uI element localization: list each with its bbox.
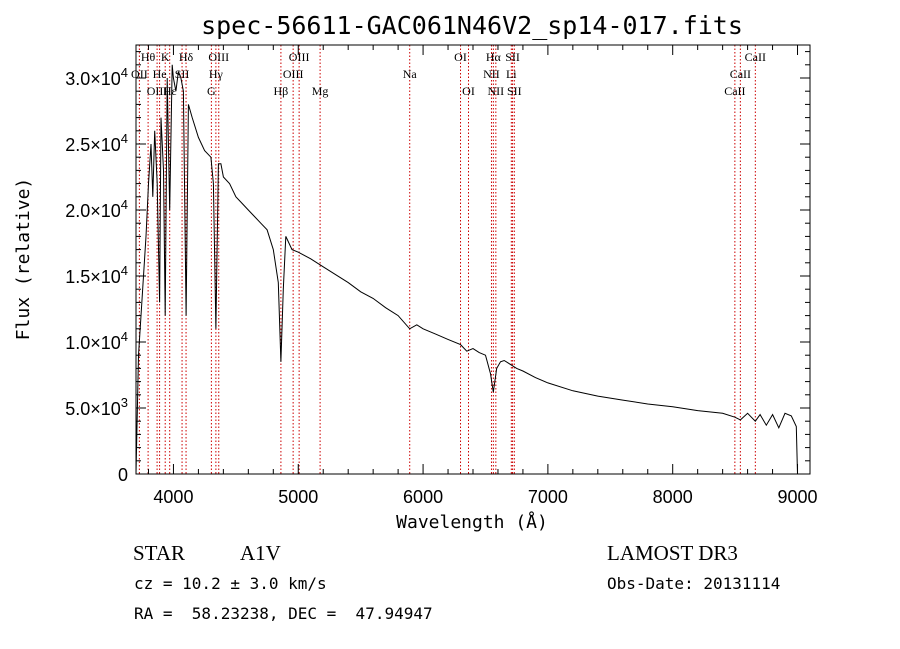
y-tick-label: 1.5×104 xyxy=(65,263,128,287)
survey-name: LAMOST DR3 xyxy=(607,541,738,565)
spectral-line-label: He xyxy=(153,67,167,81)
spectral-line-label: OI xyxy=(454,50,467,64)
spectral-line-label: NII xyxy=(483,67,500,81)
x-tick-label: 4000 xyxy=(153,487,193,507)
spectral-line-label: SII xyxy=(505,50,520,64)
spectral-line-label: Hβ xyxy=(274,84,289,98)
y-tick-label: 3.0×104 xyxy=(65,65,128,89)
spectral-line-label: Hε xyxy=(163,84,177,98)
spectral-line-label: OIII xyxy=(289,50,310,64)
spectral-line-label: OIII xyxy=(208,50,229,64)
y-axis-ticks: 0 5.0×103 1.0×104 1.5×104 2.0×104 2.5×104 3.0×… xyxy=(65,51,810,485)
spectral-line-label: Hγ xyxy=(209,67,224,81)
x-tick-label: 6000 xyxy=(403,487,443,507)
spectral-line-label: Mg xyxy=(312,84,329,98)
spectral-line-label: Hθ xyxy=(141,50,156,64)
spectral-line-label: Li xyxy=(506,67,517,81)
spectral-line-label: CaII xyxy=(730,67,751,81)
spectral-line-label: CaII xyxy=(724,84,745,98)
y-tick-label: 1.0×104 xyxy=(65,329,128,353)
x-tick-label: 7000 xyxy=(528,487,568,507)
spectral-line-label: Hα xyxy=(486,50,502,64)
coordinates: RA = 58.23238, DEC = 47.94947 xyxy=(134,604,433,623)
object-subclass: A1V xyxy=(240,541,281,565)
spectral-line-label: G xyxy=(207,84,216,98)
spectrum-series-line xyxy=(135,64,798,475)
chart-title: spec-56611-GAC061N46V2_sp14-017.fits xyxy=(201,11,743,40)
object-class: STAR xyxy=(133,541,185,565)
spectral-line-label: SII xyxy=(507,84,522,98)
y-tick-label: 2.0×104 xyxy=(65,197,128,221)
redshift-readout: cz = 10.2 ± 3.0 km/s xyxy=(134,574,327,593)
spectral-line-label: OII xyxy=(131,67,148,81)
spectral-line-label: NII xyxy=(488,84,505,98)
y-tick-label: 2.5×104 xyxy=(65,131,128,155)
x-tick-label: 5000 xyxy=(278,487,318,507)
spectral-lines-layer xyxy=(138,45,756,474)
spectral-line-label: SII xyxy=(175,67,190,81)
x-tick-label: 9000 xyxy=(777,487,817,507)
y-axis-label: Flux (relative) xyxy=(13,178,34,341)
spectral-line-label: OIII xyxy=(283,67,304,81)
spectral-line-label: K xyxy=(161,50,170,64)
plot-frame xyxy=(135,44,811,475)
spectral-line-label: OI xyxy=(462,84,475,98)
x-axis-ticks: 4000 5000 6000 7000 8000 9000 xyxy=(147,45,818,507)
x-axis-label: Wavelength (Å) xyxy=(396,511,548,533)
spectral-line-label: OIII xyxy=(147,84,168,98)
obs-date: Obs-Date: 20131114 xyxy=(607,574,780,593)
spectral-line-label: Hδ xyxy=(179,50,194,64)
y-tick-label: 0 xyxy=(118,465,128,485)
spectral-line-label: Na xyxy=(403,67,418,81)
spectral-line-label: CaII xyxy=(745,50,766,64)
x-tick-label: 8000 xyxy=(653,487,693,507)
y-tick-label: 5.0×103 xyxy=(65,395,128,419)
